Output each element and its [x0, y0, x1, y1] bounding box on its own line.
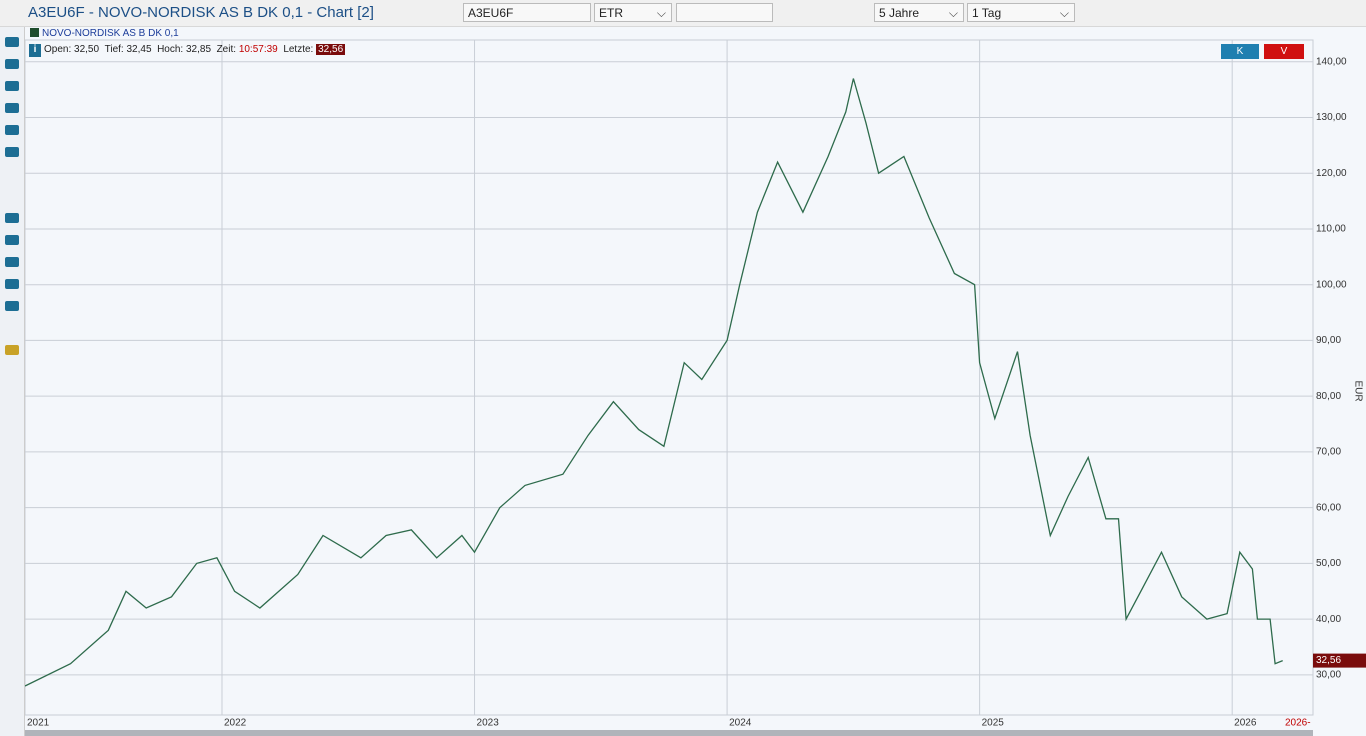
- y-tick-label: 30,00: [1316, 670, 1341, 681]
- left-toolbar: [0, 27, 25, 736]
- tool[interactable]: [5, 235, 19, 245]
- period: 5 Jahre: [879, 6, 920, 20]
- tool[interactable]: [5, 81, 19, 91]
- y-tick-label: 90,00: [1316, 335, 1341, 346]
- sell-label: V: [1280, 46, 1288, 57]
- buy-button[interactable]: K: [1221, 44, 1259, 59]
- x-tick-label: 2025: [982, 718, 1005, 729]
- symbol-input[interactable]: A3EU6F: [463, 3, 591, 22]
- x-start-label: 2021: [27, 718, 50, 729]
- tool[interactable]: [5, 147, 19, 157]
- tool[interactable]: [5, 213, 19, 223]
- period-select[interactable]: 5 Jahre ⌵: [874, 3, 964, 22]
- legend: NOVO-NORDISK AS B DK 0,1: [30, 28, 179, 39]
- y-tick-label: 100,00: [1316, 279, 1347, 290]
- y-tick-label: 80,00: [1316, 391, 1341, 402]
- y-tick-label: 50,00: [1316, 558, 1341, 569]
- scrollbar: [25, 730, 1313, 736]
- sell-button[interactable]: V: [1264, 44, 1304, 59]
- title-bar: A3EU6F - NOVO-NORDISK AS B DK 0,1 - Char…: [0, 0, 1366, 27]
- price-marker: [1313, 653, 1366, 668]
- y-tick-label: 70,00: [1316, 447, 1341, 458]
- y-tick-label: 60,00: [1316, 502, 1341, 513]
- y-tick-label: 110,00: [1316, 224, 1346, 235]
- low: 32,45: [126, 44, 152, 55]
- chart: 30,00 40,00 50,00 60,00 70,00 80,00 90,00 100,0…: [25, 39, 1366, 736]
- time: 10:57:39: [238, 44, 278, 55]
- x-tick-label: 2024: [729, 718, 752, 729]
- high-label: Hoch:: [157, 44, 184, 55]
- tool[interactable]: [5, 59, 19, 69]
- tool[interactable]: [5, 37, 19, 47]
- y-axis-label: EUR: [1352, 380, 1363, 401]
- exchange: ETR: [599, 6, 623, 20]
- tool[interactable]: [5, 279, 19, 289]
- x-end-label: 2026-: [1285, 718, 1311, 729]
- info-bar: i Open: 32,50 Tief: 32,45 Hoch: 32,85 Zei…: [29, 44, 346, 57]
- last: 32,56: [316, 44, 346, 55]
- plot-area: [25, 39, 1314, 716]
- price-line: [25, 78, 1283, 687]
- x-tick-label: 2026: [1234, 718, 1257, 729]
- time-label: Zeit:: [216, 44, 237, 55]
- y-tick-label: 140,00: [1316, 56, 1347, 67]
- tool[interactable]: [5, 103, 19, 113]
- y-tick-label: 130,00: [1316, 112, 1347, 123]
- high: 32,85: [185, 44, 212, 55]
- tool[interactable]: [5, 301, 19, 311]
- y-tick-label: 40,00: [1316, 614, 1341, 625]
- legend-name: NOVO-NORDISK AS B DK 0,1: [42, 28, 179, 39]
- exchange-select[interactable]: ETR ⌵: [594, 3, 672, 22]
- interval: 1 Tag: [972, 6, 1002, 20]
- tool[interactable]: [5, 345, 19, 355]
- price-marker-label: 32,56: [1316, 655, 1341, 666]
- tool[interactable]: [5, 257, 19, 267]
- tool[interactable]: [5, 125, 19, 135]
- empty-select[interactable]: [676, 3, 773, 22]
- last-label: Letzte:: [283, 44, 314, 55]
- interval-select[interactable]: 1 Tag ⌵: [967, 3, 1075, 22]
- window-title: A3EU6F - NOVO-NORDISK AS B DK 0,1 - Char…: [28, 4, 374, 21]
- symbol: A3EU6F: [468, 6, 514, 20]
- x-tick-label: 2023: [477, 718, 500, 729]
- x-tick-label: 2022: [224, 718, 247, 729]
- y-tick-label: 120,00: [1316, 168, 1347, 179]
- open: 32,50: [74, 44, 100, 55]
- buy-label: K: [1236, 46, 1244, 57]
- open-label: Open:: [44, 44, 72, 55]
- low-label: Tief:: [104, 44, 124, 55]
